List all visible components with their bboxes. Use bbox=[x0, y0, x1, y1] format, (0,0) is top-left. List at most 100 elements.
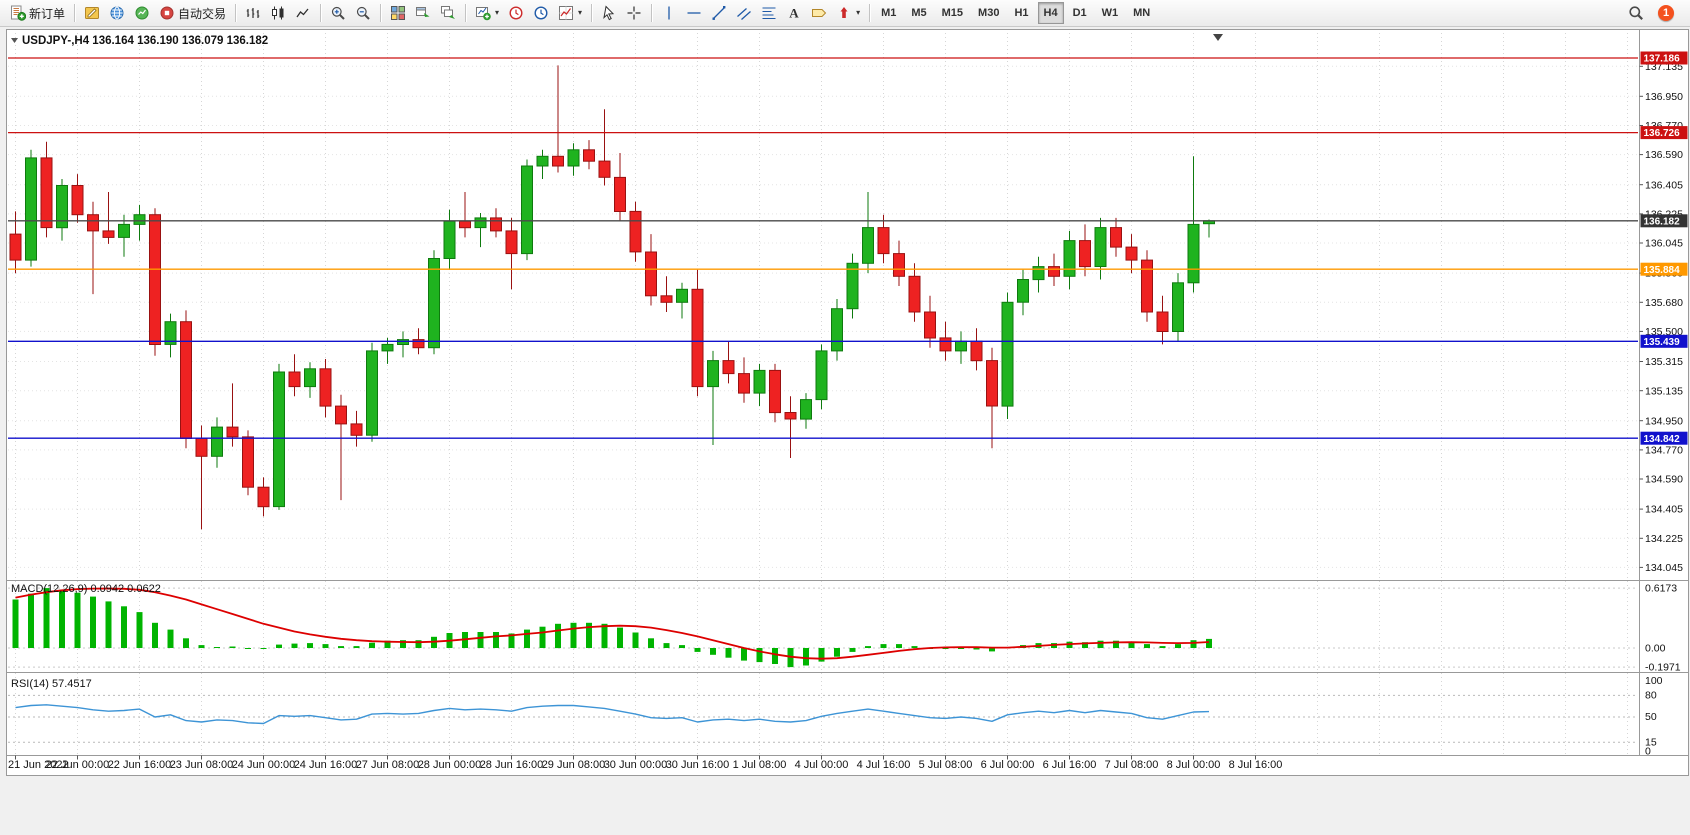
cascade-windows-button[interactable] bbox=[436, 1, 460, 25]
rsi-scale-label: 100 bbox=[1645, 675, 1663, 687]
candlestick-chart-button[interactable] bbox=[266, 1, 290, 25]
arrange-windows-button[interactable] bbox=[411, 1, 435, 25]
autotrading-button-label: 自动交易 bbox=[178, 6, 227, 21]
timeframe-button-m5[interactable]: M5 bbox=[911, 7, 927, 19]
dropdown-caret-icon: ▾ bbox=[495, 8, 500, 17]
macd-histogram-bar bbox=[818, 648, 825, 662]
metaeditor-button[interactable] bbox=[80, 1, 104, 25]
price-tick-label: 134.225 bbox=[1645, 533, 1683, 545]
time-tick-label: 30 Jun 00:00 bbox=[604, 759, 668, 771]
candle-body-down bbox=[257, 486, 270, 508]
timeframe-button-d1[interactable]: D1 bbox=[1072, 7, 1087, 19]
macd-histogram-bar bbox=[1175, 644, 1181, 648]
macd-histogram-bar bbox=[183, 638, 189, 648]
new-order-button[interactable]: 新订单 bbox=[6, 1, 69, 25]
time-tick-label: 22 Jun 00:00 bbox=[46, 759, 110, 771]
time-tick-label: 28 Jun 16:00 bbox=[480, 759, 544, 771]
timeframe-button-m30[interactable]: M30 bbox=[978, 7, 1000, 19]
new-chart-icon bbox=[476, 7, 491, 21]
candle-body-up bbox=[304, 368, 316, 388]
candle-body-up bbox=[1017, 279, 1029, 303]
time-tick-label: 8 Jul 00:00 bbox=[1167, 759, 1221, 771]
candle-body-down bbox=[784, 412, 797, 420]
macd-scale[interactable]: 0.6173 0.00 -0.1971 bbox=[1645, 583, 1681, 674]
period-red-icon bbox=[509, 6, 523, 20]
macd-histogram-bar bbox=[214, 647, 220, 648]
timeframe-button-mn[interactable]: MN bbox=[1133, 7, 1151, 19]
autotrading-button[interactable]: 自动交易 bbox=[155, 1, 230, 25]
fibo-icon bbox=[762, 7, 776, 20]
candle-body-down bbox=[9, 233, 22, 261]
time-tick-label: 8 Jul 16:00 bbox=[1229, 759, 1283, 771]
resistance-line-136-726-tag-label: 136.726 bbox=[1644, 128, 1681, 139]
price-tick-label: 134.770 bbox=[1645, 445, 1683, 457]
rsi-label: RSI(14) 57.4517 bbox=[11, 678, 92, 690]
macd-histogram-bar bbox=[896, 644, 902, 648]
new-chart-button[interactable]: ▾ bbox=[471, 1, 503, 25]
tile-windows-button[interactable] bbox=[386, 1, 410, 25]
time-tick-label: 30 Jun 16:00 bbox=[666, 759, 730, 771]
zoom-out-button[interactable] bbox=[351, 1, 375, 25]
timeframe-button-w1[interactable]: W1 bbox=[1101, 7, 1119, 19]
price-tick-label: 134.590 bbox=[1645, 474, 1683, 486]
candle-body-up bbox=[474, 217, 487, 229]
macd-histogram-bar bbox=[1113, 640, 1119, 648]
search-button[interactable] bbox=[1624, 1, 1648, 25]
strategy-tester-button[interactable] bbox=[130, 1, 154, 25]
macd-histogram-bar bbox=[198, 645, 205, 648]
bar-chart-button[interactable] bbox=[241, 1, 265, 25]
candle-body-up bbox=[800, 399, 812, 420]
rsi-line bbox=[15, 704, 1210, 725]
timeframe-button-m1[interactable]: M1 bbox=[881, 7, 897, 19]
candle-body-down bbox=[288, 371, 301, 388]
macd-histogram-bar bbox=[1159, 646, 1166, 648]
candle-body-down bbox=[722, 360, 735, 375]
line-chart-button[interactable] bbox=[291, 1, 315, 25]
trendline-button[interactable] bbox=[707, 1, 731, 25]
macd-histogram-bar bbox=[663, 643, 670, 648]
zoom-in-button[interactable] bbox=[326, 1, 350, 25]
chart-shift-marker[interactable] bbox=[1213, 34, 1223, 41]
candle-body-up bbox=[56, 185, 68, 229]
vertical-line-button[interactable] bbox=[657, 1, 681, 25]
candle-body-down bbox=[1048, 266, 1060, 277]
candle-body-down bbox=[986, 360, 998, 407]
macd-histogram-bar bbox=[74, 592, 81, 648]
text-button[interactable]: A bbox=[782, 1, 806, 25]
label-button[interactable] bbox=[807, 1, 831, 25]
candle-body-up bbox=[1032, 266, 1045, 281]
rsi-scale[interactable]: 100 80 50 150 bbox=[1645, 675, 1663, 757]
timeframe-button-h1[interactable]: H1 bbox=[1014, 7, 1029, 19]
toolbar-buttons: 新订单 自动交易 ▾ ▾ A ▾ bbox=[6, 1, 874, 25]
indicators-icon bbox=[559, 6, 574, 20]
candle-body-down bbox=[908, 275, 921, 313]
candle-body-up bbox=[707, 360, 719, 388]
autoscroll-button[interactable] bbox=[529, 1, 553, 25]
crosshair-button[interactable] bbox=[622, 1, 646, 25]
macd-histogram-bar bbox=[43, 588, 50, 648]
channel-button[interactable] bbox=[732, 1, 756, 25]
chart-title-area: USDJPY-,H4 136.164 136.190 136.079 136.1… bbox=[11, 35, 268, 47]
macd-histogram-bar bbox=[12, 599, 19, 648]
timeframe-button-h4[interactable]: H4 bbox=[1037, 2, 1064, 24]
fibonacci-button[interactable] bbox=[757, 1, 781, 25]
period-button[interactable] bbox=[504, 1, 528, 25]
candle-body-up bbox=[273, 371, 285, 508]
resistance-line-137-186-tag-label: 137.186 bbox=[1644, 54, 1681, 65]
macd-histogram-bar bbox=[291, 643, 298, 648]
symbol-dropdown-icon[interactable] bbox=[11, 38, 18, 43]
community-button[interactable] bbox=[105, 1, 129, 25]
arrows-button[interactable]: ▾ bbox=[832, 1, 864, 25]
timeframe-button-m15[interactable]: M15 bbox=[941, 7, 964, 19]
candle-body-up bbox=[521, 165, 533, 255]
macd-histogram-bar bbox=[772, 648, 778, 664]
macd-label: MACD(12,26,9) 0.0942 0.0622 bbox=[11, 583, 161, 595]
indicators-button[interactable]: ▾ bbox=[554, 1, 586, 25]
horizontal-line-button[interactable] bbox=[682, 1, 706, 25]
cursor-button[interactable] bbox=[597, 1, 621, 25]
toolbar: 新订单 自动交易 ▾ ▾ A ▾ M1 M5 M15 M30 H1 H4 D1 W1 MN 1 bbox=[0, 0, 1690, 27]
notification-badge[interactable]: 1 bbox=[1658, 5, 1674, 21]
macd-scale-label: 0.6173 bbox=[1645, 583, 1677, 595]
